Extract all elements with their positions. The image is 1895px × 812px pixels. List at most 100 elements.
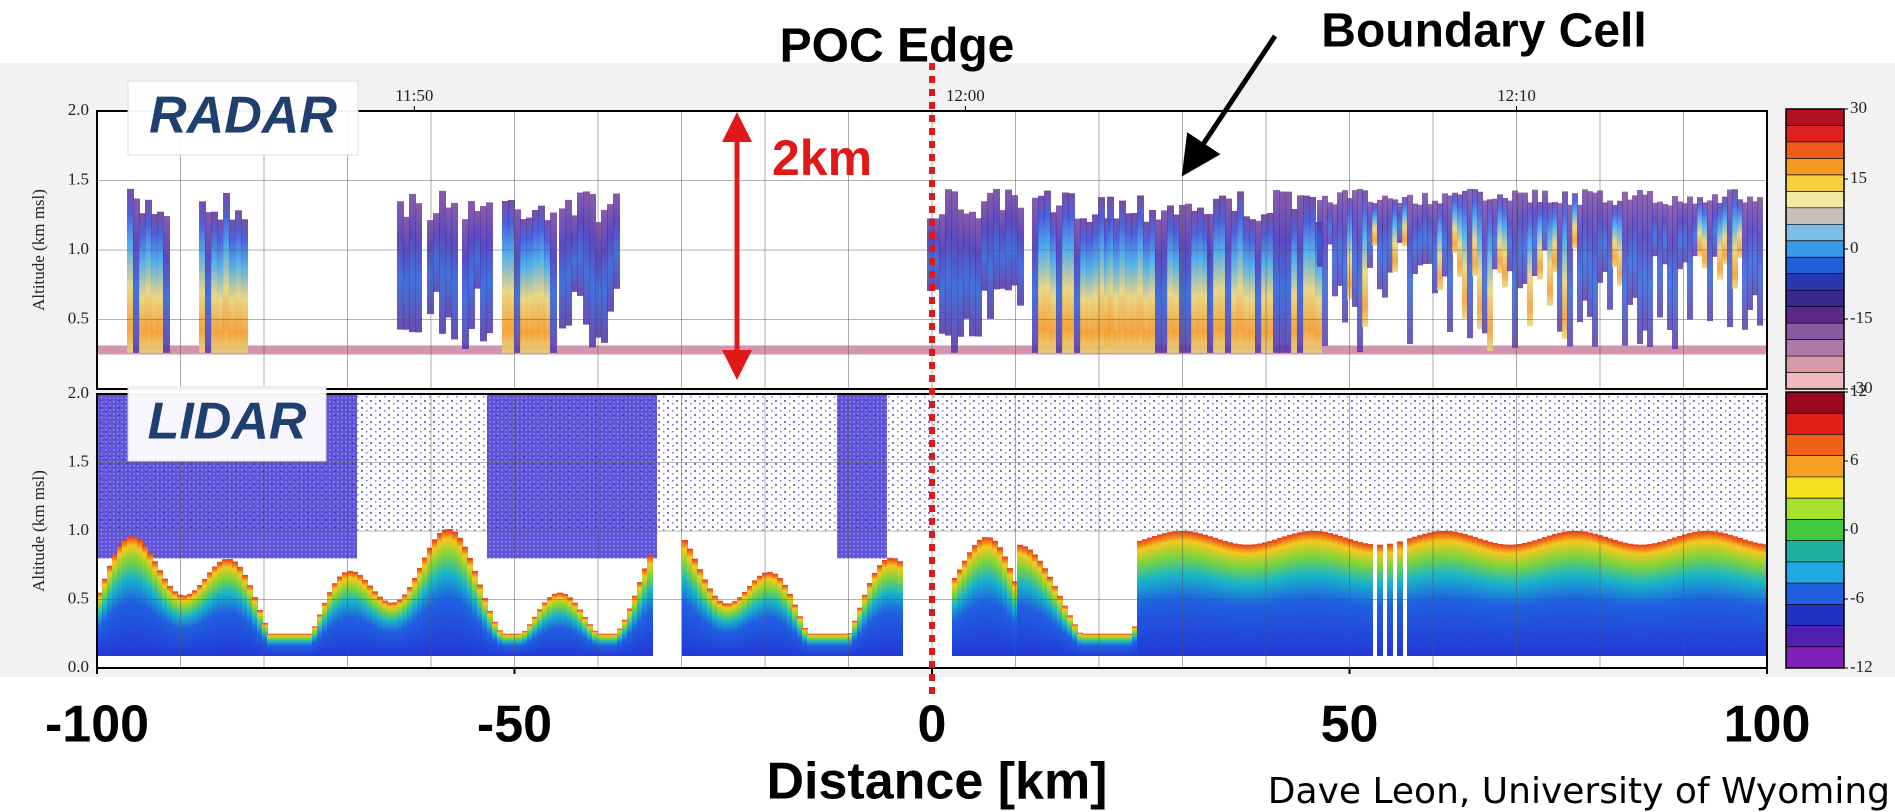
lidar-column (512, 633, 518, 656)
x-tick-label: 50 (1321, 696, 1379, 754)
echo-column (514, 209, 521, 353)
echo-column (1219, 195, 1226, 353)
lidar-column (282, 633, 288, 656)
lidar-column (647, 555, 653, 656)
lidar-column (152, 561, 158, 656)
lidar-column (1182, 531, 1188, 656)
plots: 0.5 1.0 1.5 2.0 Altitude (km msl) 11:50 12:00 1… (29, 63, 1873, 754)
echo-column (1557, 203, 1563, 332)
echo-column (1482, 200, 1488, 334)
lidar-column (537, 609, 543, 656)
echo-column (445, 207, 452, 318)
lidar-column (372, 591, 378, 656)
panel-label-box (127, 386, 327, 462)
colorbar-swatch (1786, 476, 1844, 499)
lidar-column (1332, 534, 1338, 656)
echo-column (1327, 202, 1333, 245)
echo-column (1707, 200, 1713, 322)
lidar-column (1672, 537, 1678, 656)
echo-column (1567, 204, 1573, 347)
lidar-column (217, 561, 223, 656)
lidar-column (892, 558, 898, 656)
lidar-column (1477, 538, 1483, 656)
lidar-column (167, 585, 173, 656)
lidar-column (1297, 532, 1303, 656)
lidar-column (1557, 532, 1563, 656)
echo-column (409, 193, 416, 333)
echo-column (1722, 196, 1728, 265)
echo-column (1392, 199, 1398, 272)
lidar-column (317, 614, 323, 656)
lidar-column (557, 592, 563, 656)
echo-column (589, 193, 596, 348)
lidar-column (157, 570, 163, 656)
lidar-column (1587, 532, 1593, 656)
lidar-column (1607, 538, 1613, 656)
lidar-column (1612, 539, 1618, 656)
echo-column (1273, 190, 1280, 353)
poc-edge-label: POC Edge (780, 20, 1015, 73)
echo-column (1407, 194, 1413, 345)
lidar-column (1567, 531, 1573, 656)
echo-column (1422, 192, 1428, 265)
lidar-column (212, 566, 218, 656)
echo-column (1587, 191, 1593, 317)
lidar-column (1367, 544, 1373, 656)
echo-column (957, 209, 964, 337)
colorbar-swatch (1786, 646, 1844, 669)
echo-column (565, 199, 572, 326)
lidar-column (717, 600, 723, 656)
echo-column (1372, 203, 1378, 246)
colorbar-swatch (1786, 257, 1844, 275)
lidar-column (1252, 544, 1258, 656)
echo-column (1137, 195, 1144, 353)
echo-column (1577, 204, 1583, 323)
echo-column (1402, 196, 1408, 247)
echo-column (1452, 192, 1458, 253)
lidar-column (267, 633, 273, 656)
echo-column (462, 219, 469, 350)
lidar-column (457, 537, 463, 656)
lidar-column (877, 565, 883, 656)
lidar-column (767, 571, 773, 656)
lidar-column (572, 602, 578, 656)
lidar-column (1177, 531, 1183, 656)
echo-column (559, 208, 566, 329)
lidar-column (1377, 544, 1383, 656)
lidar-column (97, 592, 103, 656)
lidar-column (117, 545, 123, 656)
lidar-column (752, 580, 758, 656)
lidar-column (1742, 539, 1748, 656)
lidar-column (682, 539, 688, 656)
colorbar-swatch (1786, 583, 1844, 605)
y-tick-label: 0.5 (68, 308, 89, 327)
lidar-column (1592, 533, 1598, 656)
colorbar-swatch (1786, 290, 1844, 308)
echo-column (1457, 194, 1463, 277)
lidar-column (477, 584, 483, 656)
echo-column (526, 217, 533, 353)
echo-column (1627, 199, 1633, 305)
lidar-column (612, 633, 618, 656)
lidar-column (1637, 544, 1643, 656)
lidar-column (312, 626, 318, 656)
echo-column (1068, 193, 1075, 353)
lidar-column (532, 616, 538, 656)
echo-column (1432, 200, 1438, 294)
echo-column (538, 205, 545, 353)
lidar-column (732, 601, 738, 656)
lidar-column (1712, 531, 1718, 656)
echo-column (1119, 200, 1126, 353)
echo-column (1512, 190, 1518, 348)
lidar-column (1202, 534, 1208, 656)
lidar-column (437, 533, 443, 656)
lidar-column (397, 599, 403, 656)
colorbar-tick-label: 0 (1850, 238, 1859, 257)
lidar-column (1017, 544, 1023, 656)
echo-column (1352, 190, 1358, 307)
lidar-column (577, 609, 583, 656)
lidar-column (447, 528, 453, 656)
lidar-column (1562, 531, 1568, 656)
lidar-column (1057, 595, 1063, 656)
lidar-column (1442, 531, 1448, 656)
